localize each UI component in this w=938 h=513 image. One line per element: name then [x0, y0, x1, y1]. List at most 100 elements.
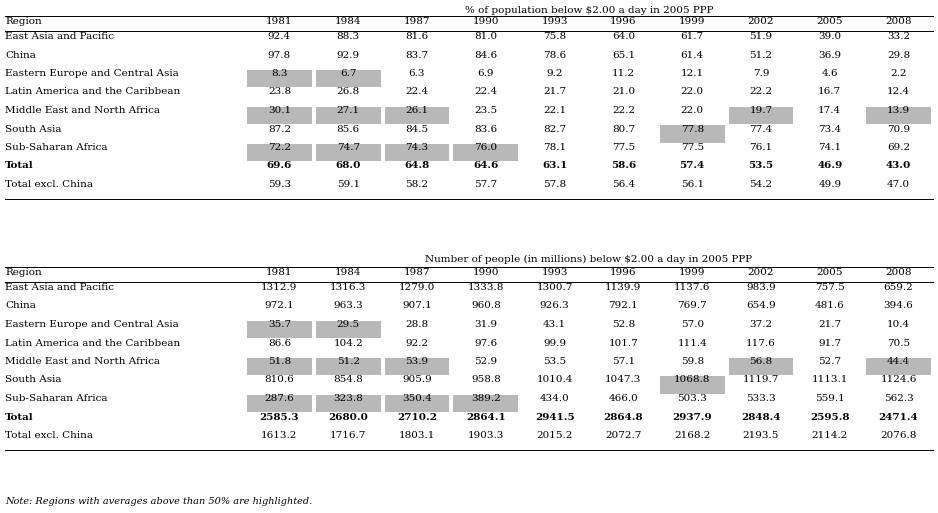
Text: 83.7: 83.7	[405, 50, 429, 60]
Text: 68.0: 68.0	[336, 162, 361, 170]
Text: 29.8: 29.8	[887, 50, 910, 60]
Text: 56.8: 56.8	[749, 357, 773, 366]
Text: 58.2: 58.2	[405, 180, 429, 189]
Text: 792.1: 792.1	[609, 302, 638, 310]
Text: 503.3: 503.3	[677, 394, 707, 403]
Text: 2076.8: 2076.8	[881, 431, 916, 440]
Text: 394.6: 394.6	[884, 302, 914, 310]
Text: 49.9: 49.9	[818, 180, 841, 189]
Text: 481.6: 481.6	[815, 302, 845, 310]
Text: % of population below $2.00 a day in 2005 PPP: % of population below $2.00 a day in 200…	[464, 6, 713, 15]
Text: 77.8: 77.8	[681, 125, 704, 133]
Text: 57.4: 57.4	[679, 162, 704, 170]
Text: 1993: 1993	[541, 17, 567, 26]
Text: 77.4: 77.4	[749, 125, 773, 133]
Text: 23.5: 23.5	[475, 106, 497, 115]
Text: 905.9: 905.9	[402, 376, 431, 385]
Bar	[453, 144, 518, 161]
Text: 31.9: 31.9	[475, 320, 497, 329]
Text: Eastern Europe and Central Asia: Eastern Europe and Central Asia	[5, 69, 179, 78]
Text: 56.4: 56.4	[612, 180, 635, 189]
Text: 2002: 2002	[748, 17, 774, 26]
Text: 97.6: 97.6	[475, 339, 497, 347]
Text: 2072.7: 2072.7	[605, 431, 642, 440]
Text: 1010.4: 1010.4	[537, 376, 573, 385]
Text: 84.5: 84.5	[405, 125, 429, 133]
Text: 43.1: 43.1	[543, 320, 567, 329]
Text: 2864.1: 2864.1	[466, 412, 506, 422]
Text: 466.0: 466.0	[609, 394, 638, 403]
Text: 78.1: 78.1	[543, 143, 567, 152]
Text: 82.7: 82.7	[543, 125, 567, 133]
Text: Region: Region	[5, 268, 42, 277]
Text: 17.4: 17.4	[818, 106, 841, 115]
Text: Total excl. China: Total excl. China	[5, 431, 93, 440]
Text: 1279.0: 1279.0	[399, 283, 435, 292]
Text: Region: Region	[5, 17, 42, 26]
Text: 63.1: 63.1	[542, 162, 567, 170]
Bar	[729, 107, 794, 124]
Text: 69.2: 69.2	[887, 143, 910, 152]
Text: 74.3: 74.3	[405, 143, 429, 152]
Text: 907.1: 907.1	[402, 302, 431, 310]
Text: 659.2: 659.2	[884, 283, 914, 292]
Text: 1124.6: 1124.6	[881, 376, 916, 385]
Text: 350.4: 350.4	[402, 394, 431, 403]
Text: Sub-Saharan Africa: Sub-Saharan Africa	[5, 143, 108, 152]
Text: 2710.2: 2710.2	[397, 412, 437, 422]
Text: East Asia and Pacific: East Asia and Pacific	[5, 283, 114, 292]
Text: 972.1: 972.1	[265, 302, 295, 310]
Text: 287.6: 287.6	[265, 394, 295, 403]
Text: 26.8: 26.8	[337, 88, 360, 96]
Bar	[453, 394, 518, 412]
Text: South Asia: South Asia	[5, 376, 62, 385]
Text: 29.5: 29.5	[337, 320, 360, 329]
Text: 562.3: 562.3	[884, 394, 914, 403]
Text: 53.5: 53.5	[749, 162, 774, 170]
Text: 2015.2: 2015.2	[537, 431, 573, 440]
Text: 86.6: 86.6	[268, 339, 291, 347]
Text: 1999: 1999	[679, 268, 705, 277]
Text: 1716.7: 1716.7	[330, 431, 367, 440]
Text: 81.6: 81.6	[405, 32, 429, 41]
Bar	[659, 376, 724, 393]
Text: 51.2: 51.2	[337, 357, 360, 366]
Bar	[316, 358, 381, 375]
Text: 757.5: 757.5	[815, 283, 845, 292]
Text: 46.9: 46.9	[817, 162, 842, 170]
Text: 35.7: 35.7	[268, 320, 291, 329]
Text: 2005: 2005	[817, 17, 843, 26]
Text: Note: Regions with averages above than 50% are highlighted.: Note: Regions with averages above than 5…	[5, 497, 312, 506]
Text: 854.8: 854.8	[333, 376, 363, 385]
Text: 47.0: 47.0	[887, 180, 910, 189]
Text: 22.4: 22.4	[475, 88, 497, 96]
Text: 22.2: 22.2	[749, 88, 773, 96]
Text: 10.4: 10.4	[887, 320, 910, 329]
Text: 1119.7: 1119.7	[743, 376, 779, 385]
Text: Sub-Saharan Africa: Sub-Saharan Africa	[5, 394, 108, 403]
Text: 1984: 1984	[335, 268, 361, 277]
Text: 88.3: 88.3	[337, 32, 360, 41]
Text: 84.6: 84.6	[475, 50, 497, 60]
Text: 4.6: 4.6	[822, 69, 838, 78]
Text: 80.7: 80.7	[612, 125, 635, 133]
Text: 101.7: 101.7	[609, 339, 638, 347]
Text: 2005: 2005	[817, 268, 843, 277]
Bar	[385, 144, 449, 161]
Bar	[316, 321, 381, 338]
Text: 19.7: 19.7	[749, 106, 773, 115]
Text: 1981: 1981	[266, 268, 293, 277]
Text: 1047.3: 1047.3	[605, 376, 642, 385]
Text: 963.3: 963.3	[333, 302, 363, 310]
Text: 1996: 1996	[610, 17, 637, 26]
Text: 22.1: 22.1	[543, 106, 567, 115]
Text: 2008: 2008	[885, 268, 912, 277]
Text: 33.2: 33.2	[887, 32, 910, 41]
Text: 65.1: 65.1	[612, 50, 635, 60]
Text: Total: Total	[5, 162, 34, 170]
Text: 22.0: 22.0	[681, 106, 704, 115]
Text: 2193.5: 2193.5	[743, 431, 779, 440]
Text: 28.8: 28.8	[405, 320, 429, 329]
Text: 2002: 2002	[748, 268, 774, 277]
Text: 51.2: 51.2	[749, 50, 773, 60]
